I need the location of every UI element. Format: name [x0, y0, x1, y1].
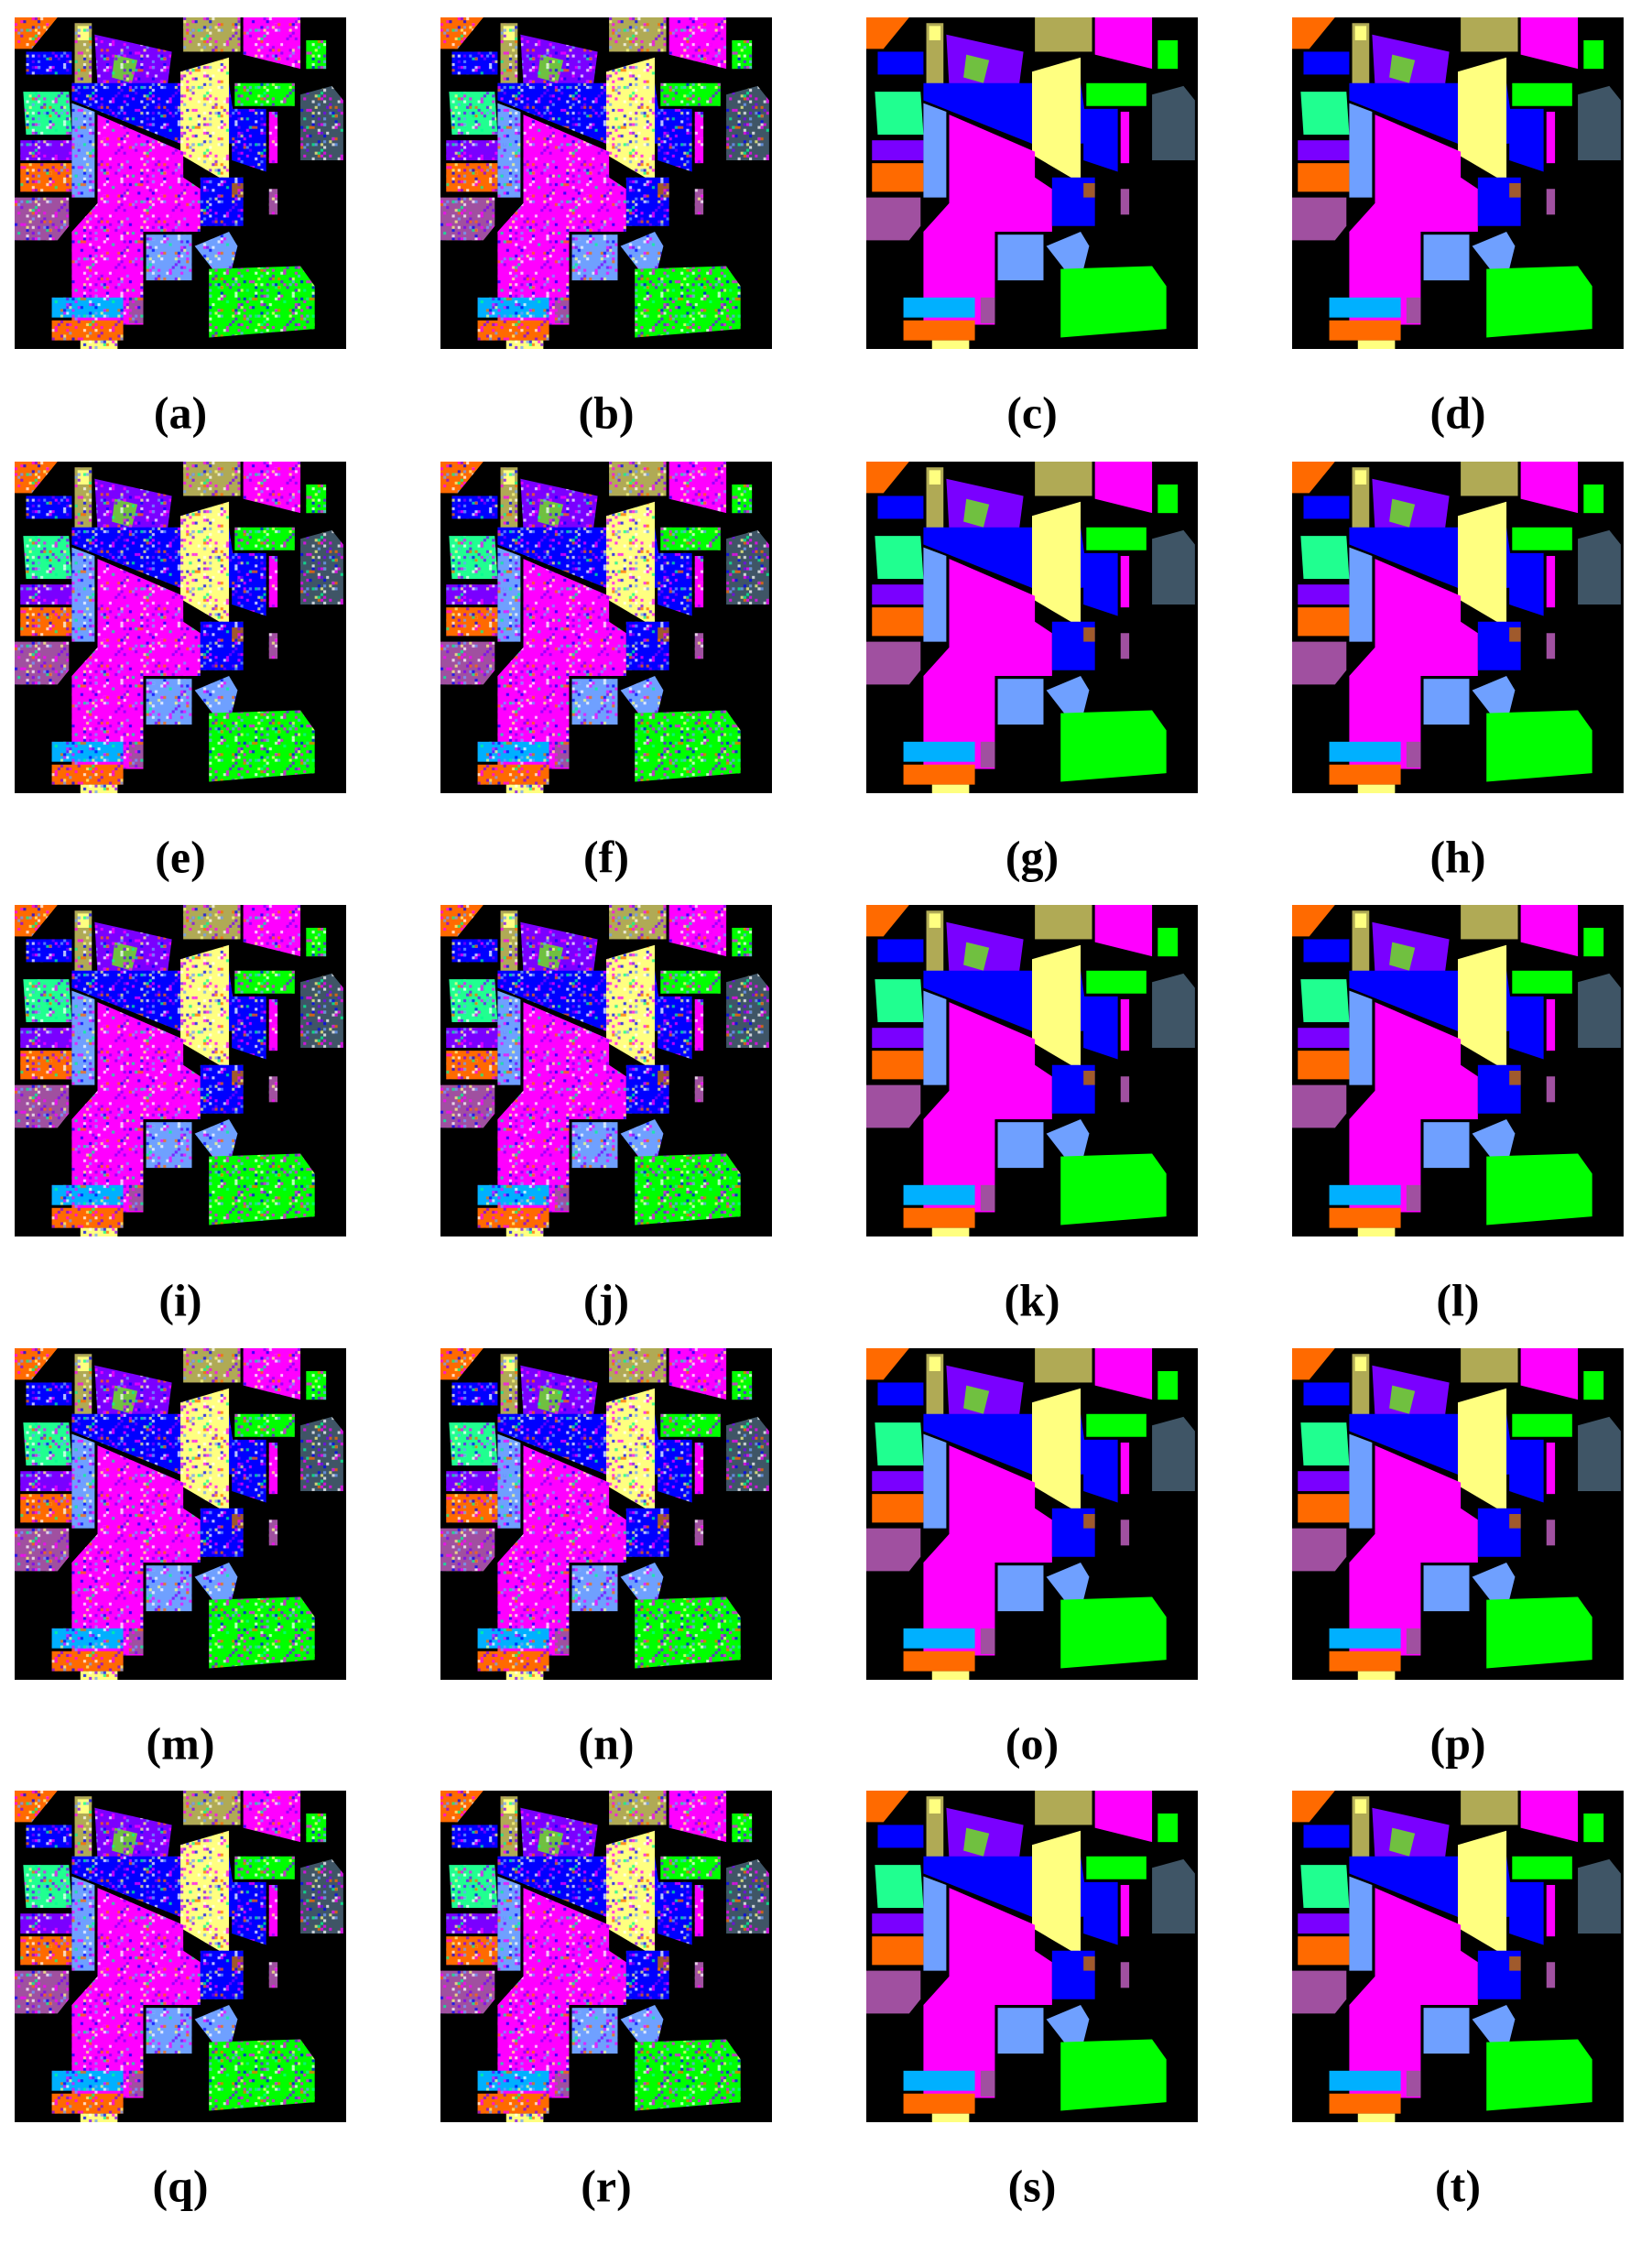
panel-label: (l)	[1436, 1274, 1479, 1325]
classification-map	[1292, 462, 1624, 793]
classification-map	[15, 1791, 346, 2122]
classification-map	[15, 462, 346, 793]
panel-label: (k)	[1004, 1274, 1060, 1325]
map-noise	[440, 905, 772, 1236]
map-noise	[440, 1791, 772, 2122]
panel-label: (e)	[155, 831, 206, 882]
classification-map	[15, 1348, 346, 1680]
panel-label: (h)	[1429, 831, 1485, 882]
map-noise	[440, 17, 772, 349]
map-noise	[15, 1348, 346, 1680]
panel-label: (m)	[147, 1717, 215, 1769]
map-noise	[440, 462, 772, 793]
panel-label: (b)	[578, 387, 634, 438]
classification-map	[866, 1791, 1198, 2122]
panel-label: (p)	[1429, 1717, 1485, 1769]
classification-map	[440, 1791, 772, 2122]
panel-label: (f)	[583, 831, 629, 882]
map-noise	[440, 1348, 772, 1680]
classification-map	[1292, 905, 1624, 1236]
panel-label: (o)	[1005, 1717, 1059, 1769]
panel-label: (j)	[583, 1274, 629, 1325]
classification-map	[1292, 17, 1624, 349]
classification-map	[15, 17, 346, 349]
map-noise	[15, 905, 346, 1236]
map-noise	[15, 17, 346, 349]
classification-map	[866, 1348, 1198, 1680]
panel-label: (d)	[1429, 387, 1485, 438]
panel-label: (c)	[1006, 387, 1058, 438]
classification-map	[866, 462, 1198, 793]
panel-label: (s)	[1008, 2160, 1057, 2211]
classification-map	[15, 905, 346, 1236]
panel-label: (a)	[154, 387, 207, 438]
classification-map	[440, 1348, 772, 1680]
panel-label: (t)	[1435, 2160, 1481, 2211]
classification-map	[1292, 1348, 1624, 1680]
classification-map	[1292, 1791, 1624, 2122]
classification-map	[440, 17, 772, 349]
classification-map	[440, 462, 772, 793]
panel-label: (n)	[578, 1717, 634, 1769]
classification-map	[866, 905, 1198, 1236]
panel-label: (r)	[581, 2160, 632, 2211]
map-noise	[15, 462, 346, 793]
panel-label: (g)	[1005, 831, 1059, 882]
panel-label: (q)	[152, 2160, 208, 2211]
map-noise	[15, 1791, 346, 2122]
classification-map	[866, 17, 1198, 349]
classification-map	[440, 905, 772, 1236]
panel-label: (i)	[158, 1274, 201, 1325]
